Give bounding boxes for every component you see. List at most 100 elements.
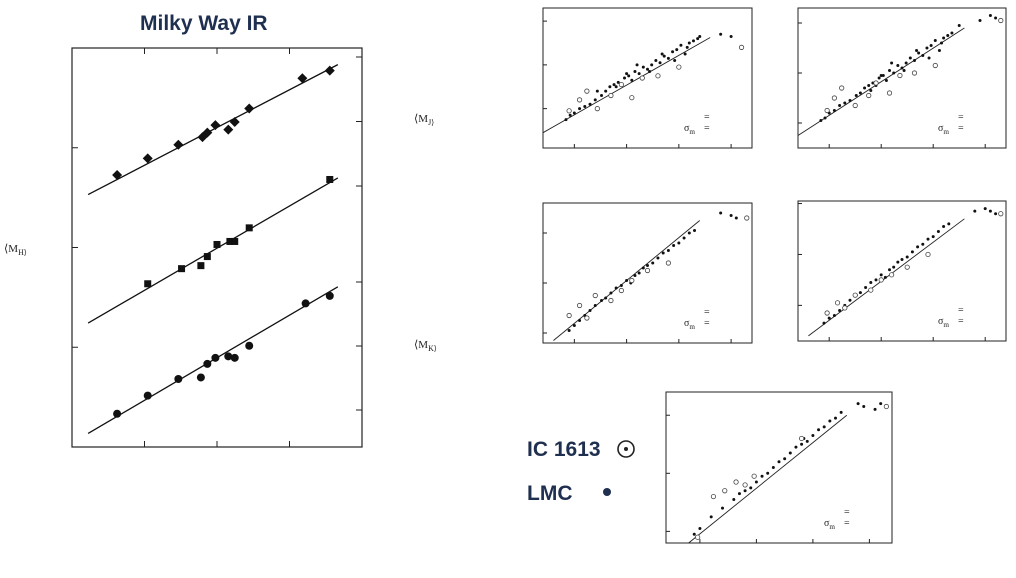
v-panel-lmc-point [988,14,992,17]
mw-point-diamond [202,127,213,138]
r-panel-frame [542,202,753,344]
i-panel-lmc-point [827,316,831,320]
b-panel-lmc-point [614,85,618,89]
b-panel-lmc-point [625,72,629,76]
r-panel-lmc-point [672,244,676,247]
v-panel-lmc-point [879,74,883,77]
mw-point-square [231,237,239,245]
figure-title: Milky Way IR [140,12,268,35]
mw-point-circle [143,391,152,400]
r-panel-lmc-point [572,324,576,327]
h-panel-lmc-point [692,532,696,536]
legend-lmc-symbol [603,488,611,496]
h-panel-lmc-point [783,457,787,461]
i-panel-sigma-symbol: σm [938,316,949,329]
i-panel-ic1613-point [904,264,910,270]
i-panel-ic1613-point [852,292,858,298]
i-panel-lmc-point [869,280,873,284]
i-panel-lmc-point [888,268,892,272]
b-panel-lmc-point [691,39,695,43]
mw-left-axis-label-main: ⟨M [4,243,18,255]
v-panel-lmc-point [838,104,842,107]
b-panel-lmc-point [595,89,599,93]
i-panel-lmc-point [874,278,878,282]
mw-point-circle [196,373,205,382]
r-panel-lmc-point [651,261,655,265]
r-panel-lmc-point [633,274,637,277]
r-panel-lmc-point [656,256,660,260]
i-panel-lmc-point [910,250,914,254]
b-panel-lmc-point [623,76,627,80]
mw-point-circle [174,374,183,383]
v-panel-lmc-point [902,69,906,72]
v-panel-lmc-point [929,44,933,47]
b-panel-lmc-point [675,48,679,52]
h-panel-frame [665,391,893,544]
b-panel-lmc-point [719,32,723,36]
h-panel-ic1613-point [751,473,757,479]
mw-point-diamond [244,103,255,114]
i-panel-lmc-point [858,291,862,295]
v-panel-lmc-point [832,109,836,112]
b-panel-lmc-point [564,118,568,122]
r-panel-lmc-point [734,216,738,220]
b-panel-lmc-point [698,34,702,38]
v-panel-lmc-point [942,36,946,40]
v-panel-lmc-point [848,99,852,102]
b-panel-lmc-point [578,107,582,111]
mw-point-square [213,240,221,248]
i-panel-sigma-symbol-main: σ [938,316,944,327]
v-panel-lmc-point [843,101,847,105]
v-panel-ic1613-point [824,107,830,114]
mw-right-bottom-axis-label: ⟨MK⟩ [414,339,437,353]
i-panel-ic1613-point [868,287,874,293]
v-panel-lmc-point [869,89,873,92]
b-panel-lmc-point [616,80,620,84]
v-panel-ic1613-point [932,62,938,69]
mw-point-circle [245,341,254,350]
i-panel-lmc-point [892,265,896,269]
i-panel-lmc-point [988,209,992,213]
i-panel-ic1613-point [824,310,830,316]
v-panel-sigma-symbol-subscript: m [943,128,949,136]
b-panel-lmc-point [646,67,649,71]
v-panel-dmu-eq: = [958,112,964,123]
i-panel-ic1613-point [878,277,884,283]
h-panel-lmc-point [839,410,843,414]
r-panel-ic1613-point [644,267,651,274]
v-panel-ic1613-point [831,95,838,101]
mw-left-axis-label: ⟨MH⟩ [4,243,27,257]
mw-left-axis-label-subscript: H⟩ [18,248,27,257]
b-panel-lmc-point [679,43,683,47]
b-panel-ic1613-point [576,97,583,103]
b-panel-sigma-eq: = [704,123,710,134]
v-panel-lmc-point [917,51,921,55]
r-panel-sigma-symbol: σm [684,318,695,331]
r-panel-lmc-point [578,319,582,322]
i-panel-lmc-point [838,308,842,312]
b-panel-lmc-point [683,52,687,56]
b-panel-lmc-point [671,50,675,54]
h-panel-sigma-symbol: σm [824,518,835,531]
v-panel-lmc-point [946,34,950,37]
b-panel-lmc-point [637,72,641,76]
mw-point-square [144,280,152,288]
h-panel-lmc-point [788,451,792,455]
b-panel-sigma-symbol-main: σ [684,123,690,134]
mw-point-circle [325,291,334,300]
legend: IC 1613 LMC [527,438,635,505]
r-panel-lmc-point [677,241,681,245]
b-panel-lmc-point [633,69,637,73]
v-panel-fit-line [797,27,965,136]
b-panel-lmc-point [583,104,587,108]
r-panel-lmc-point [625,279,629,282]
b-panel-lmc-point [641,65,645,69]
mw-point-square [326,175,334,183]
b-panel-lmc-point [729,34,733,38]
h-panel-lmc-point [737,492,741,496]
i-panel-lmc-point [926,237,930,241]
v-panel-lmc-point [950,31,954,35]
v-panel-sigma-symbol-main: σ [938,123,944,134]
legend-lmc-label: LMC [527,482,573,505]
